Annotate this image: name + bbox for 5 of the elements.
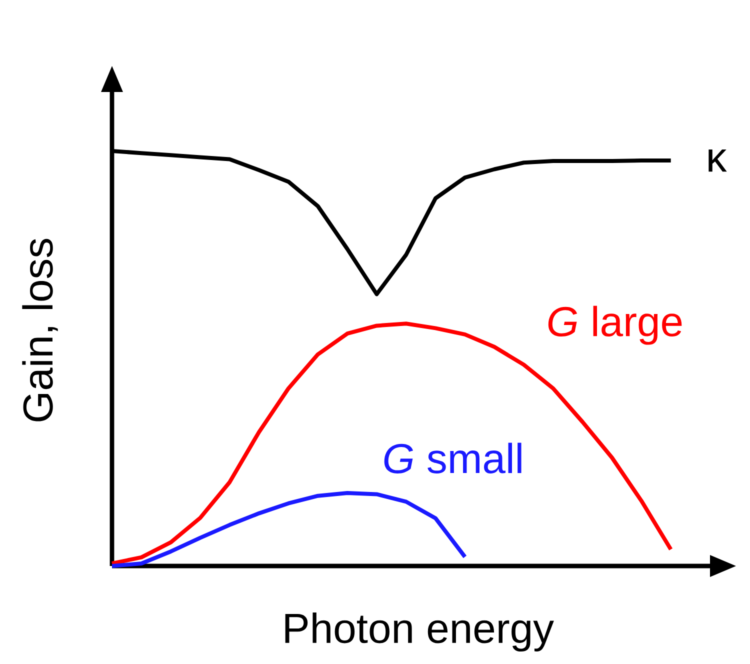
series-label: G large — [548, 306, 682, 345]
x-axis-title: Photon energy — [285, 612, 554, 652]
y-axis-title: Gain, loss — [22, 238, 58, 422]
series-label: G small — [384, 442, 522, 474]
series-label: κ — [708, 150, 727, 172]
